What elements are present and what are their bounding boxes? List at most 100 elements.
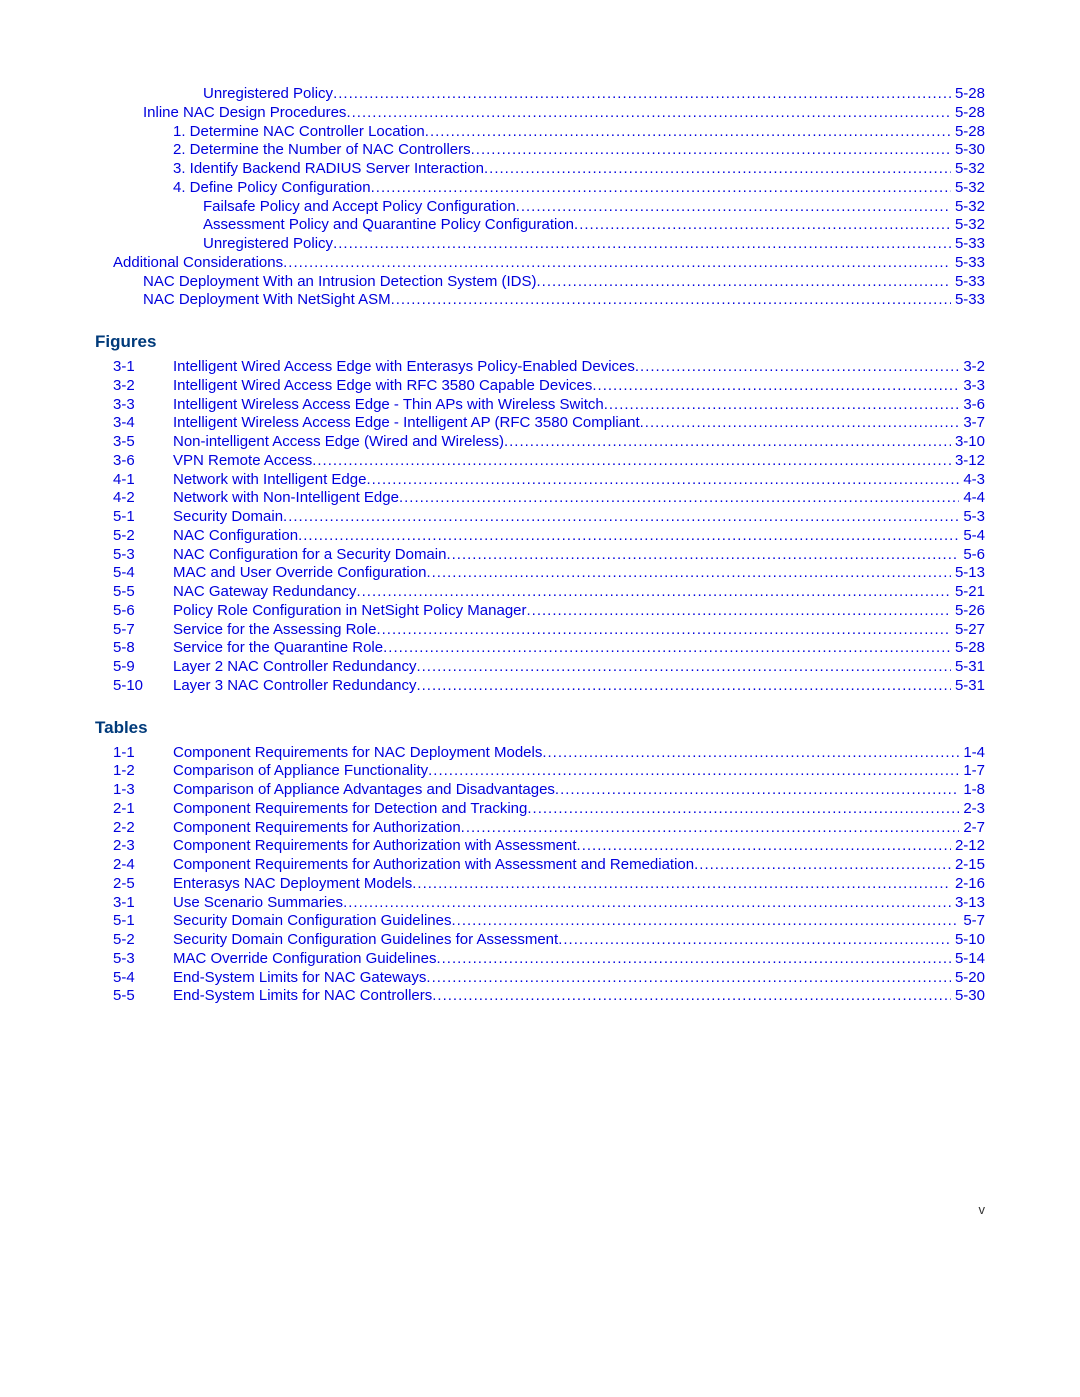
toc-entry[interactable]: 5-5NAC Gateway Redundancy 5-21	[113, 583, 985, 602]
toc-entry-title[interactable]: Intelligent Wired Access Edge with Enter…	[173, 358, 635, 377]
toc-entry-title[interactable]: Network with Non-Intelligent Edge	[173, 489, 399, 508]
toc-entry-page[interactable]: 2-12	[951, 837, 985, 856]
toc-entry-page[interactable]: 5-31	[951, 677, 985, 696]
toc-entry[interactable]: 5-2NAC Configuration 5-4	[113, 527, 985, 546]
toc-entry-title[interactable]: Unregistered Policy	[203, 235, 333, 254]
toc-entry-page[interactable]: 5-28	[951, 104, 985, 123]
toc-entry-page[interactable]: 5-3	[959, 508, 985, 527]
toc-entry-number[interactable]: 1-1	[113, 744, 173, 763]
toc-entry-page[interactable]: 3-7	[959, 414, 985, 433]
toc-entry[interactable]: 5-9Layer 2 NAC Controller Redundancy 5-3…	[113, 658, 985, 677]
toc-entry[interactable]: 5-4MAC and User Override Configuration 5…	[113, 564, 985, 583]
toc-entry-title[interactable]: End-System Limits for NAC Controllers	[173, 987, 432, 1006]
toc-entry-title[interactable]: Component Requirements for Authorization…	[173, 837, 577, 856]
toc-entry-page[interactable]: 5-4	[959, 527, 985, 546]
toc-entry-number[interactable]: 2-4	[113, 856, 173, 875]
toc-entry[interactable]: 5-6Policy Role Configuration in NetSight…	[113, 602, 985, 621]
toc-entry-page[interactable]: 5-28	[951, 123, 985, 142]
toc-entry-page[interactable]: 3-6	[959, 396, 985, 415]
toc-entry-page[interactable]: 5-14	[951, 950, 985, 969]
toc-entry-number[interactable]: 2-5	[113, 875, 173, 894]
toc-entry[interactable]: Assessment Policy and Quarantine Policy …	[95, 216, 985, 235]
toc-entry[interactable]: 5-2Security Domain Configuration Guideli…	[113, 931, 985, 950]
toc-entry-title[interactable]: Intelligent Wireless Access Edge - Thin …	[173, 396, 604, 415]
toc-entry-page[interactable]: 5-21	[951, 583, 985, 602]
toc-entry-title[interactable]: Layer 3 NAC Controller Redundancy	[173, 677, 416, 696]
toc-entry-page[interactable]: 5-6	[959, 546, 985, 565]
toc-entry-title[interactable]: Enterasys NAC Deployment Models	[173, 875, 412, 894]
toc-entry-page[interactable]: 5-26	[951, 602, 985, 621]
toc-entry-number[interactable]: 5-7	[113, 621, 173, 640]
toc-entry-number[interactable]: 2-2	[113, 819, 173, 838]
toc-entry[interactable]: Failsafe Policy and Accept Policy Config…	[95, 198, 985, 217]
toc-entry-title[interactable]: NAC Configuration	[173, 527, 298, 546]
toc-entry[interactable]: 2-5Enterasys NAC Deployment Models 2-16	[113, 875, 985, 894]
toc-entry-title[interactable]: NAC Configuration for a Security Domain	[173, 546, 446, 565]
toc-entry-title[interactable]: Component Requirements for NAC Deploymen…	[173, 744, 542, 763]
toc-entry-page[interactable]: 5-33	[951, 235, 985, 254]
toc-entry-page[interactable]: 3-2	[959, 358, 985, 377]
toc-entry-page[interactable]: 5-30	[951, 141, 985, 160]
toc-entry-number[interactable]: 4-2	[113, 489, 173, 508]
toc-entry-title[interactable]: Component Requirements for Authorization	[173, 819, 461, 838]
toc-entry-title[interactable]: End-System Limits for NAC Gateways	[173, 969, 426, 988]
toc-entry[interactable]: 5-3NAC Configuration for a Security Doma…	[113, 546, 985, 565]
toc-entry-page[interactable]: 5-33	[951, 273, 985, 292]
toc-entry-title[interactable]: Component Requirements for Detection and…	[173, 800, 527, 819]
toc-entry-title[interactable]: Comparison of Appliance Functionality	[173, 762, 428, 781]
toc-entry[interactable]: 3-4Intelligent Wireless Access Edge - In…	[113, 414, 985, 433]
toc-entry-page[interactable]: 1-8	[959, 781, 985, 800]
toc-entry-number[interactable]: 5-4	[113, 564, 173, 583]
toc-entry[interactable]: 5-1Security Domain 5-3	[113, 508, 985, 527]
toc-entry-page[interactable]: 4-4	[959, 489, 985, 508]
toc-entry-title[interactable]: Security Domain Configuration Guidelines…	[173, 931, 558, 950]
toc-entry-page[interactable]: 3-13	[951, 894, 985, 913]
toc-entry-page[interactable]: 5-32	[951, 160, 985, 179]
toc-entry[interactable]: 1-1Component Requirements for NAC Deploy…	[113, 744, 985, 763]
toc-entry-title[interactable]: Layer 2 NAC Controller Redundancy	[173, 658, 416, 677]
toc-entry[interactable]: 4. Define Policy Configuration 5-32	[95, 179, 985, 198]
toc-entry-number[interactable]: 1-2	[113, 762, 173, 781]
toc-entry[interactable]: 1. Determine NAC Controller Location 5-2…	[95, 123, 985, 142]
toc-entry-page[interactable]: 1-4	[959, 744, 985, 763]
toc-entry-page[interactable]: 1-7	[959, 762, 985, 781]
toc-entry-number[interactable]: 5-6	[113, 602, 173, 621]
toc-entry-title[interactable]: Comparison of Appliance Advantages and D…	[173, 781, 555, 800]
toc-entry-number[interactable]: 5-3	[113, 546, 173, 565]
toc-entry[interactable]: 3. Identify Backend RADIUS Server Intera…	[95, 160, 985, 179]
toc-entry-number[interactable]: 2-3	[113, 837, 173, 856]
toc-entry-page[interactable]: 5-33	[951, 254, 985, 273]
toc-entry[interactable]: 5-1Security Domain Configuration Guideli…	[113, 912, 985, 931]
toc-entry-number[interactable]: 4-1	[113, 471, 173, 490]
toc-entry[interactable]: 3-5Non-intelligent Access Edge (Wired an…	[113, 433, 985, 452]
toc-entry-number[interactable]: 3-2	[113, 377, 173, 396]
toc-entry-number[interactable]: 3-4	[113, 414, 173, 433]
toc-entry-page[interactable]: 5-10	[951, 931, 985, 950]
toc-entry-number[interactable]: 5-4	[113, 969, 173, 988]
toc-entry-page[interactable]: 5-30	[951, 987, 985, 1006]
toc-entry[interactable]: Inline NAC Design Procedures 5-28	[95, 104, 985, 123]
toc-entry-page[interactable]: 5-32	[951, 216, 985, 235]
toc-entry[interactable]: 5-3MAC Override Configuration Guidelines…	[113, 950, 985, 969]
toc-entry-number[interactable]: 3-5	[113, 433, 173, 452]
toc-entry[interactable]: NAC Deployment With an Intrusion Detecti…	[95, 273, 985, 292]
toc-entry-page[interactable]: 4-3	[959, 471, 985, 490]
toc-entry[interactable]: 3-6VPN Remote Access 3-12	[113, 452, 985, 471]
toc-entry[interactable]: 1-3Comparison of Appliance Advantages an…	[113, 781, 985, 800]
toc-entry-page[interactable]: 3-10	[951, 433, 985, 452]
toc-entry-number[interactable]: 2-1	[113, 800, 173, 819]
toc-entry[interactable]: NAC Deployment With NetSight ASM 5-33	[95, 291, 985, 310]
toc-entry[interactable]: Unregistered Policy 5-33	[95, 235, 985, 254]
toc-entry[interactable]: 5-4End-System Limits for NAC Gateways 5-…	[113, 969, 985, 988]
toc-entry-title[interactable]: Use Scenario Summaries	[173, 894, 343, 913]
toc-entry-title[interactable]: Security Domain	[173, 508, 283, 527]
toc-entry-title[interactable]: VPN Remote Access	[173, 452, 312, 471]
toc-entry-page[interactable]: 3-12	[951, 452, 985, 471]
toc-entry-title[interactable]: Intelligent Wireless Access Edge - Intel…	[173, 414, 640, 433]
toc-entry-number[interactable]: 5-3	[113, 950, 173, 969]
toc-entry-page[interactable]: 5-27	[951, 621, 985, 640]
toc-entry-title[interactable]: Network with Intelligent Edge	[173, 471, 366, 490]
toc-entry-number[interactable]: 3-1	[113, 894, 173, 913]
toc-entry-number[interactable]: 5-10	[113, 677, 173, 696]
toc-entry-title[interactable]: MAC and User Override Configuration	[173, 564, 426, 583]
